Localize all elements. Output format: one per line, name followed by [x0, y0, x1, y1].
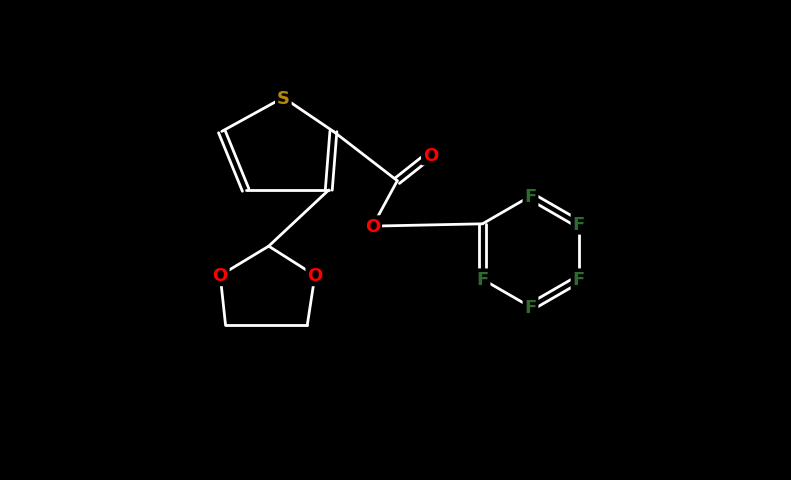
Text: F: F: [573, 216, 585, 233]
Text: F: F: [524, 188, 536, 205]
Text: O: O: [422, 146, 438, 164]
Text: F: F: [573, 271, 585, 288]
Text: O: O: [307, 267, 323, 285]
Text: O: O: [213, 267, 228, 285]
Text: F: F: [476, 271, 489, 288]
Text: F: F: [524, 299, 536, 316]
Text: S: S: [277, 89, 290, 108]
Text: O: O: [365, 217, 380, 236]
